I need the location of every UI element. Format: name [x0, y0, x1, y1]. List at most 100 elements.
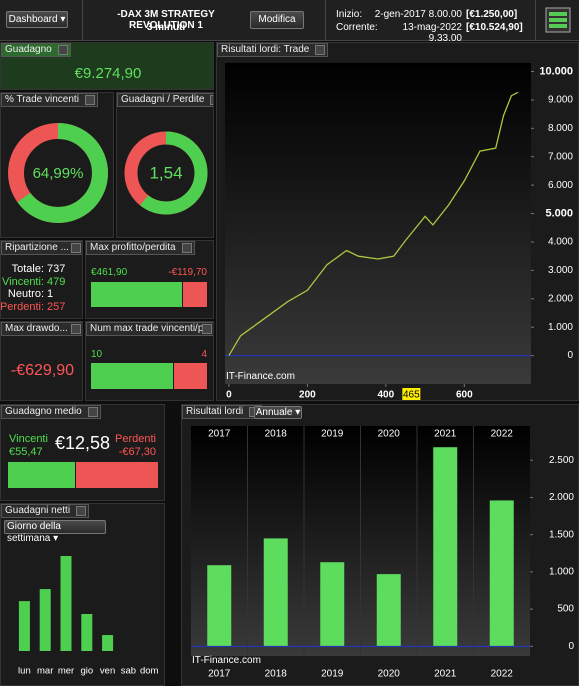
y-tick-label: 6.000 — [548, 180, 573, 191]
bar — [18, 601, 30, 651]
x-tick-label: 2022 — [491, 669, 514, 680]
title-text: Ripartizione ... — [5, 242, 69, 253]
title-text: Max drawdo... — [5, 323, 68, 334]
x-tick-label: lun — [18, 666, 31, 677]
title-text: Max profitto/perdita — [90, 242, 176, 253]
strategy-name: -DAX 3M STRATEGY REVOLUTION 1 — [117, 9, 215, 31]
panel-title: Ripartizione ... — [1, 241, 82, 255]
row-value: 1 — [47, 288, 54, 300]
row-label: Neutro: — [7, 288, 44, 300]
title-text: % Trade vincenti — [5, 94, 79, 105]
x-tick-label: 2021 — [434, 429, 457, 440]
bar-loss — [75, 462, 158, 488]
loss-value: -€67,30 — [118, 446, 156, 458]
cursor-label: 465 — [403, 390, 420, 400]
x-tick-label: 2017 — [208, 429, 231, 440]
header: Dashboard ▾ -DAX 3M STRATEGY REVOLUTION … — [0, 0, 579, 44]
y-tick-label: 2.500 — [549, 455, 574, 466]
period-selector[interactable]: Annuale ▾ — [254, 406, 302, 419]
panel-title: Num max trade vincenti/p... — [86, 322, 213, 336]
y-tick-label: 3.000 — [548, 265, 573, 276]
row-label: Totale: — [11, 263, 44, 275]
separator — [82, 0, 83, 40]
bar — [207, 565, 232, 647]
panel-title: Risultati lordi — [182, 405, 263, 419]
cursor-box — [402, 388, 421, 400]
separator — [535, 0, 536, 40]
breakdown-panel: Ripartizione ... Totale: 737 Vincenti: 479 N… — [0, 240, 83, 319]
donut: 64,99% — [8, 123, 108, 223]
title-text: Guadagno medio — [5, 406, 82, 417]
current-date: 13-mag-2022 9.33.00 — [402, 22, 462, 44]
bar — [60, 556, 72, 651]
split-bar — [91, 363, 207, 389]
x-tick-label: mar — [37, 666, 53, 677]
y-tick-label: 0 — [567, 350, 573, 361]
current-label: Corrente: — [336, 22, 378, 33]
period-selector[interactable]: Giorno della settimana ▾ — [4, 520, 106, 544]
drawdown-value: -€629,90 — [10, 362, 75, 379]
bar — [102, 635, 114, 651]
plot-area — [225, 63, 531, 384]
x-tick-label: sab — [121, 666, 136, 677]
x-tick-label: 2020 — [378, 669, 401, 680]
max-profit: €461,90 — [91, 267, 128, 278]
edit-button[interactable]: Modifica — [250, 11, 304, 29]
max-consecutive-panel: Num max trade vincenti/p... 10 4 — [85, 321, 214, 401]
equity-chart: 0 1.000 2.000 3.000 4.000 5.000 6.000 7.000 8.00… — [225, 63, 573, 400]
max-drawdown-panel: Max drawdo... -€629,90 — [0, 321, 83, 401]
row-value: 257 — [47, 300, 66, 313]
timeframe: 3 minuti — [146, 22, 186, 33]
average-value: €12,58 — [55, 433, 111, 453]
bar-loss — [173, 363, 207, 389]
bar — [433, 447, 458, 647]
row-value: 737 — [47, 263, 66, 275]
title-text: Risultati lordi: Trade — [221, 44, 310, 55]
x-tick-label: ven — [100, 666, 115, 677]
start-date: 2-gen-2017 8.00.00 — [374, 9, 462, 20]
row-value: 479 — [47, 275, 66, 288]
donut-label: 1,54 — [149, 163, 182, 182]
dashboard-button[interactable]: Dashboard ▾ — [6, 11, 68, 28]
selector-label: Giorno della settimana — [7, 521, 61, 544]
y-tick-label: 0 — [568, 641, 574, 652]
bar — [320, 562, 345, 647]
donut-label: 64,99% — [33, 165, 84, 182]
x-tick-label: 2020 — [378, 429, 401, 440]
loss-label: Perdenti — [115, 433, 156, 445]
x-tick-label: dom — [140, 666, 159, 677]
donut-arc — [8, 123, 108, 223]
row-label: Vincenti: — [2, 275, 44, 288]
bar — [263, 538, 288, 647]
title-text: Risultati lordi — [186, 406, 244, 417]
donut: 1,54 — [124, 131, 208, 215]
x-tick-label: gio — [80, 666, 93, 677]
panel-title: Guadagni netti — [1, 504, 90, 518]
x-tick-label: 2021 — [434, 669, 457, 680]
y-tick-label: 1.000 — [548, 322, 573, 333]
panel-title: Max drawdo... — [1, 322, 82, 336]
title-text: Guadagno — [5, 44, 52, 55]
bar — [81, 614, 93, 651]
equity-line — [228, 91, 519, 356]
y-tick-label: 10.000 — [539, 65, 573, 77]
equity-panel: Risultati lordi: Trade 0 1.000 2.000 3.000 4… — [216, 42, 579, 401]
win-rate-panel: % Trade vincenti 64,99% — [0, 92, 114, 238]
y-tick-label: 7.000 — [548, 151, 573, 162]
panel-title: Risultati lordi: Trade — [217, 43, 329, 57]
net-by-day-chart: lun mar mer gio ven sab dom — [18, 556, 159, 677]
bar — [489, 500, 514, 647]
split-bar — [8, 462, 158, 488]
watermark: IT-Finance.com — [192, 655, 261, 666]
split-bar — [91, 282, 207, 307]
gain-panel: Guadagno €9.274,90 — [0, 42, 214, 90]
y-tick-label: 1.000 — [549, 567, 574, 578]
bar-win — [91, 363, 173, 389]
watermark: IT-Finance.com — [226, 371, 295, 382]
x-tick-label: 600 — [456, 390, 473, 400]
settings-icon[interactable] — [545, 7, 571, 33]
x-tick-label: 2019 — [321, 669, 344, 680]
max-wins: 10 — [91, 349, 103, 360]
y-tick-label: 8.000 — [548, 123, 573, 134]
